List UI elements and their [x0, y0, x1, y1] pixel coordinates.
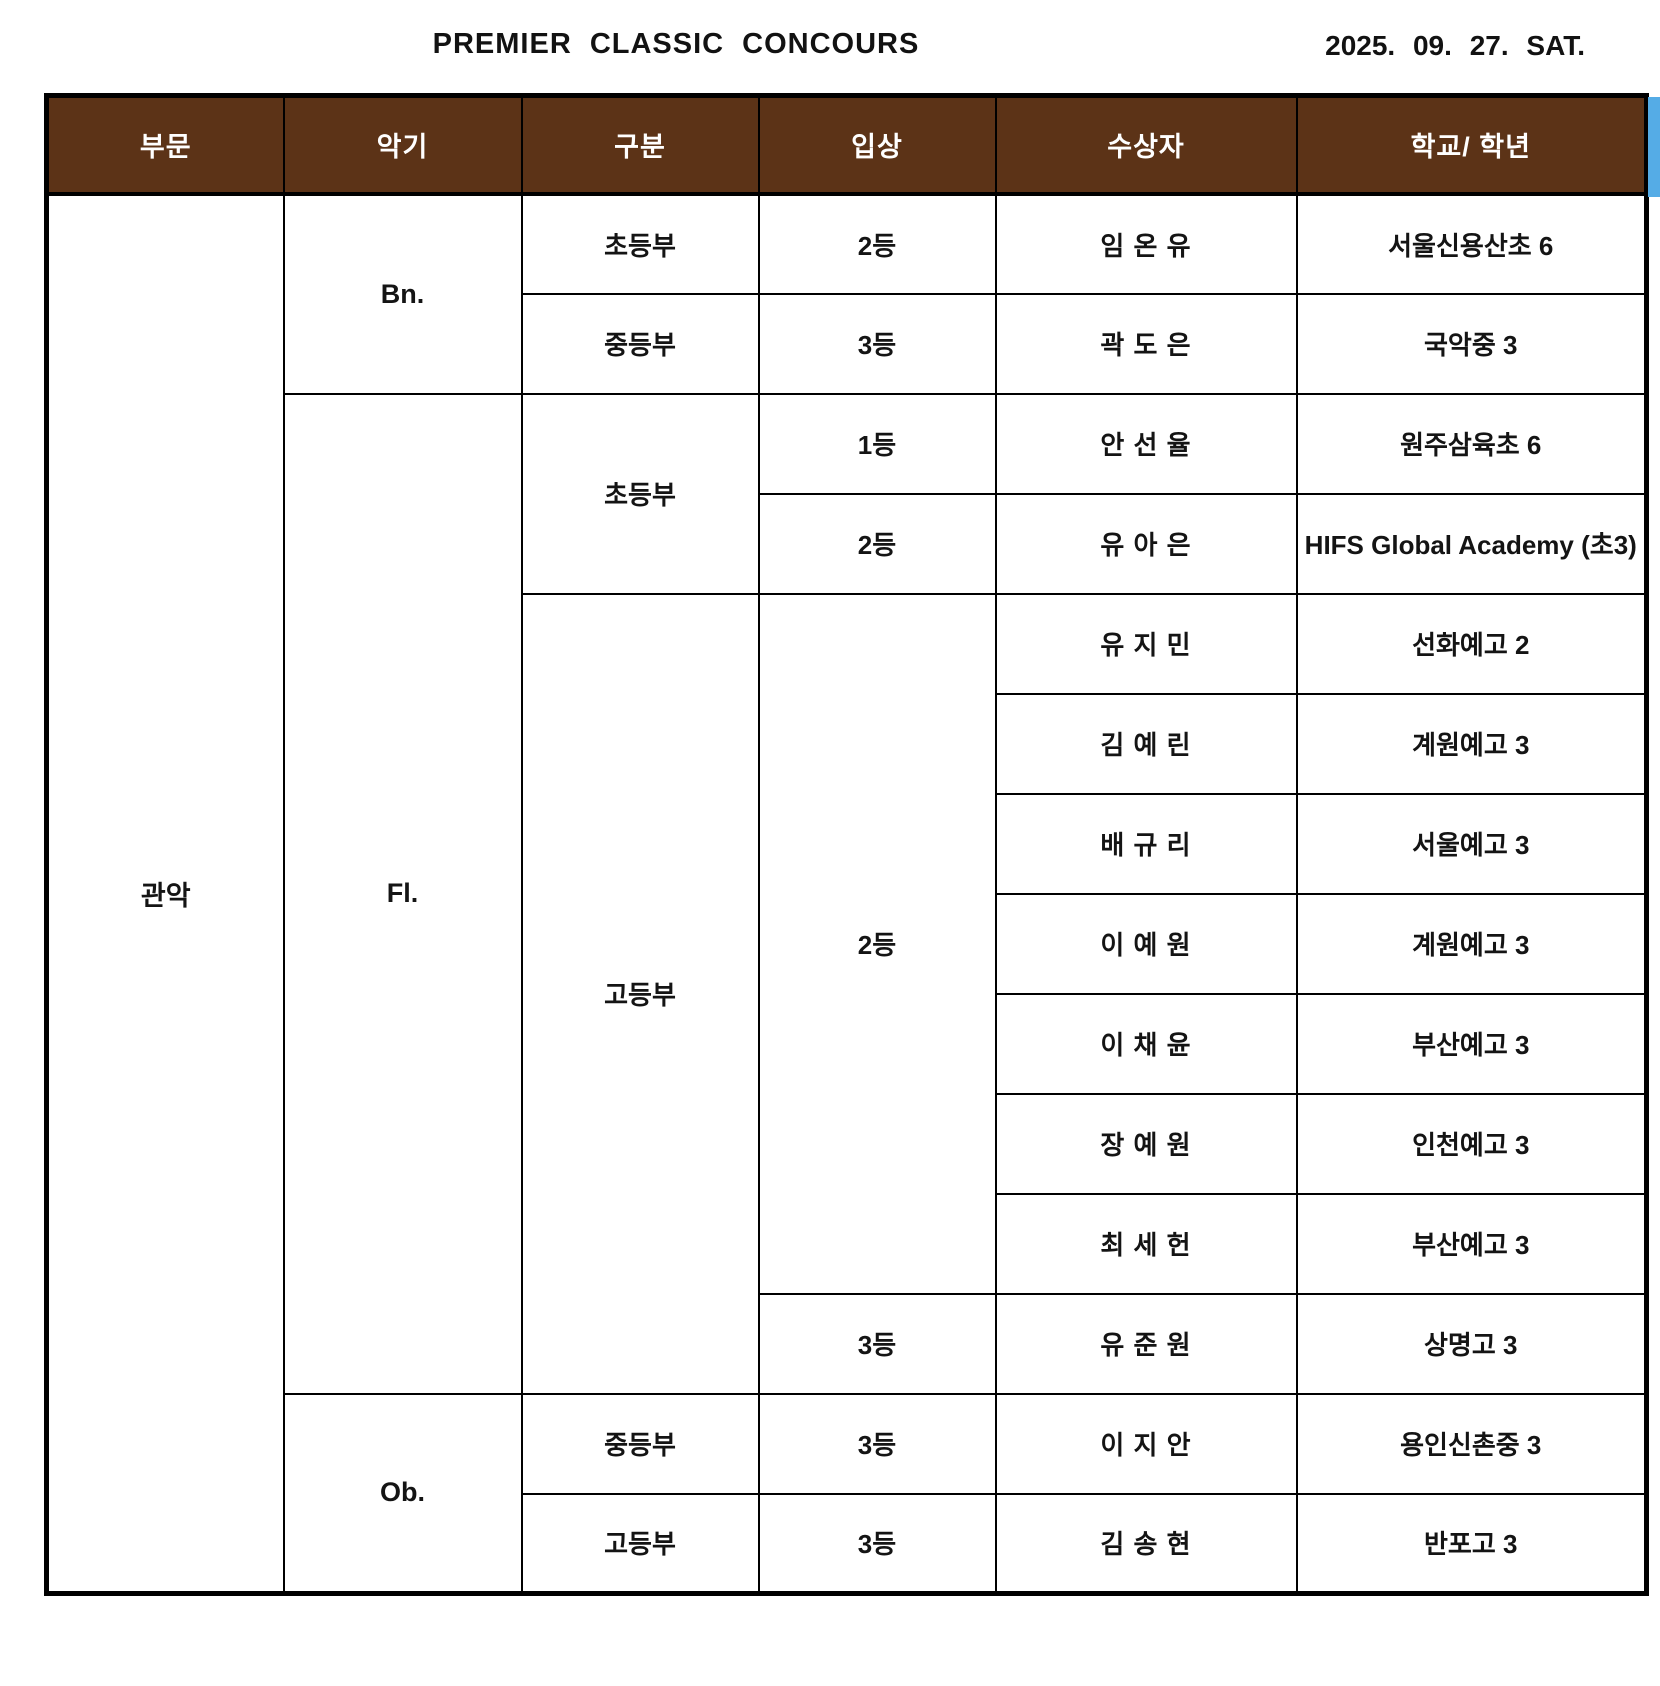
- cell-prize: 1등: [757, 392, 997, 495]
- cell-school: 인천예고 3: [1295, 1092, 1648, 1195]
- cell-prize: 3등: [757, 1492, 997, 1595]
- table-row: 중등부 3등 곽 도 은 국악중 3: [47, 292, 1648, 395]
- cell-category: 관악: [45, 192, 285, 1595]
- cell-winner: 장 예 원: [994, 1092, 1298, 1195]
- cell-prize: 3등: [757, 292, 997, 395]
- cell-winner: 안 선 율: [994, 392, 1298, 495]
- table-row: 고등부 2등 유 지 민 선화예고 2: [47, 592, 1648, 1395]
- cell-division: 초등부: [520, 392, 760, 595]
- cell-winner: 임 온 유: [994, 192, 1298, 295]
- col-header-division: 구분: [520, 94, 760, 196]
- cell-school: 선화예고 2: [1295, 592, 1648, 695]
- col-header-prize: 입상: [757, 94, 997, 196]
- cell-winner: 김 송 현: [994, 1492, 1298, 1595]
- cell-school: 서울신용산초 6: [1295, 192, 1648, 295]
- cell-winner: 이 예 원: [994, 892, 1298, 995]
- cell-winner: 곽 도 은: [994, 292, 1298, 395]
- table-row: 관악 Bn. 초등부 2등 임 온 유 서울신용산초 6: [45, 192, 1648, 1595]
- cell-winner: 유 지 민: [994, 592, 1298, 695]
- page-title: PREMIER CLASSIC CONCOURS: [432, 28, 920, 60]
- table-row: Fl. 초등부 1등 안 선 율 원주삼육초 6: [47, 392, 1648, 1395]
- cell-division: 초등부: [520, 192, 760, 295]
- cell-school: 반포고 3: [1295, 1492, 1648, 1595]
- table-row: Ob. 중등부 3등 이 지 안 용인신촌중 3: [47, 1392, 1648, 1595]
- cell-school: HIFS Global Academy (초3): [1295, 492, 1648, 595]
- cell-school: 부산예고 3: [1295, 1192, 1648, 1295]
- col-header-school: 학교/ 학년: [1295, 94, 1648, 196]
- cell-school: 계원예고 3: [1295, 692, 1648, 795]
- table-row: 이 예 원 계원예고 3: [47, 892, 1648, 995]
- cell-winner: 김 예 린: [994, 692, 1298, 795]
- table-row: 배 규 리 서울예고 3: [47, 792, 1648, 895]
- table-row: 이 채 윤 부산예고 3: [47, 992, 1648, 1095]
- cell-prize: 3등: [757, 1292, 997, 1395]
- cell-instrument: Bn.: [282, 192, 523, 395]
- cell-instrument: Fl.: [282, 392, 523, 1395]
- cell-division: 고등부: [520, 1492, 760, 1595]
- col-header-category: 부문: [45, 94, 285, 196]
- cell-prize: 2등: [757, 492, 997, 595]
- table-row: 3등 유 준 원 상명고 3: [47, 1292, 1648, 1395]
- cell-school: 계원예고 3: [1295, 892, 1648, 995]
- cell-school: 국악중 3: [1295, 292, 1648, 395]
- cell-winner: 배 규 리: [994, 792, 1298, 895]
- table-row: 김 예 린 계원예고 3: [47, 692, 1648, 795]
- cell-winner: 유 아 은: [994, 492, 1298, 595]
- cell-prize: 2등: [757, 192, 997, 295]
- cell-winner: 유 준 원: [994, 1292, 1298, 1395]
- cell-division: 중등부: [520, 292, 760, 395]
- cell-school: 서울예고 3: [1295, 792, 1648, 895]
- cell-school: 원주삼육초 6: [1295, 392, 1648, 495]
- table-row: 고등부 3등 김 송 현 반포고 3: [47, 1492, 1648, 1595]
- results-table: 부문 악기 구분 입상 수상자 학교/ 학년 관악 Bn. 초등부 2등 임 온…: [44, 93, 1649, 1596]
- cell-winner: 이 채 윤: [994, 992, 1298, 1095]
- col-header-instrument: 악기: [282, 94, 523, 196]
- cell-school: 부산예고 3: [1295, 992, 1648, 1095]
- cell-winner: 이 지 안: [994, 1392, 1298, 1495]
- table-row: 장 예 원 인천예고 3: [47, 1092, 1648, 1195]
- table-row: 최 세 헌 부산예고 3: [47, 1192, 1648, 1295]
- cell-winner: 최 세 헌: [994, 1192, 1298, 1295]
- header-row: 부문 악기 구분 입상 수상자 학교/ 학년: [45, 94, 1648, 196]
- event-date: 2025. 09. 27. SAT.: [1325, 30, 1585, 61]
- cell-instrument: Ob.: [282, 1392, 523, 1595]
- cell-division: 중등부: [520, 1392, 760, 1495]
- results-table-container: 부문 악기 구분 입상 수상자 학교/ 학년 관악 Bn. 초등부 2등 임 온…: [44, 93, 1649, 1596]
- cell-school: 용인신촌중 3: [1295, 1392, 1648, 1495]
- table-row: 2등 유 아 은 HIFS Global Academy (초3): [47, 492, 1648, 595]
- header-accent-strip: [1648, 97, 1660, 197]
- cell-prize: 2등: [757, 592, 997, 1295]
- cell-prize: 3등: [757, 1392, 997, 1495]
- cell-division: 고등부: [520, 592, 760, 1395]
- col-header-winner: 수상자: [994, 94, 1298, 196]
- cell-school: 상명고 3: [1295, 1292, 1648, 1395]
